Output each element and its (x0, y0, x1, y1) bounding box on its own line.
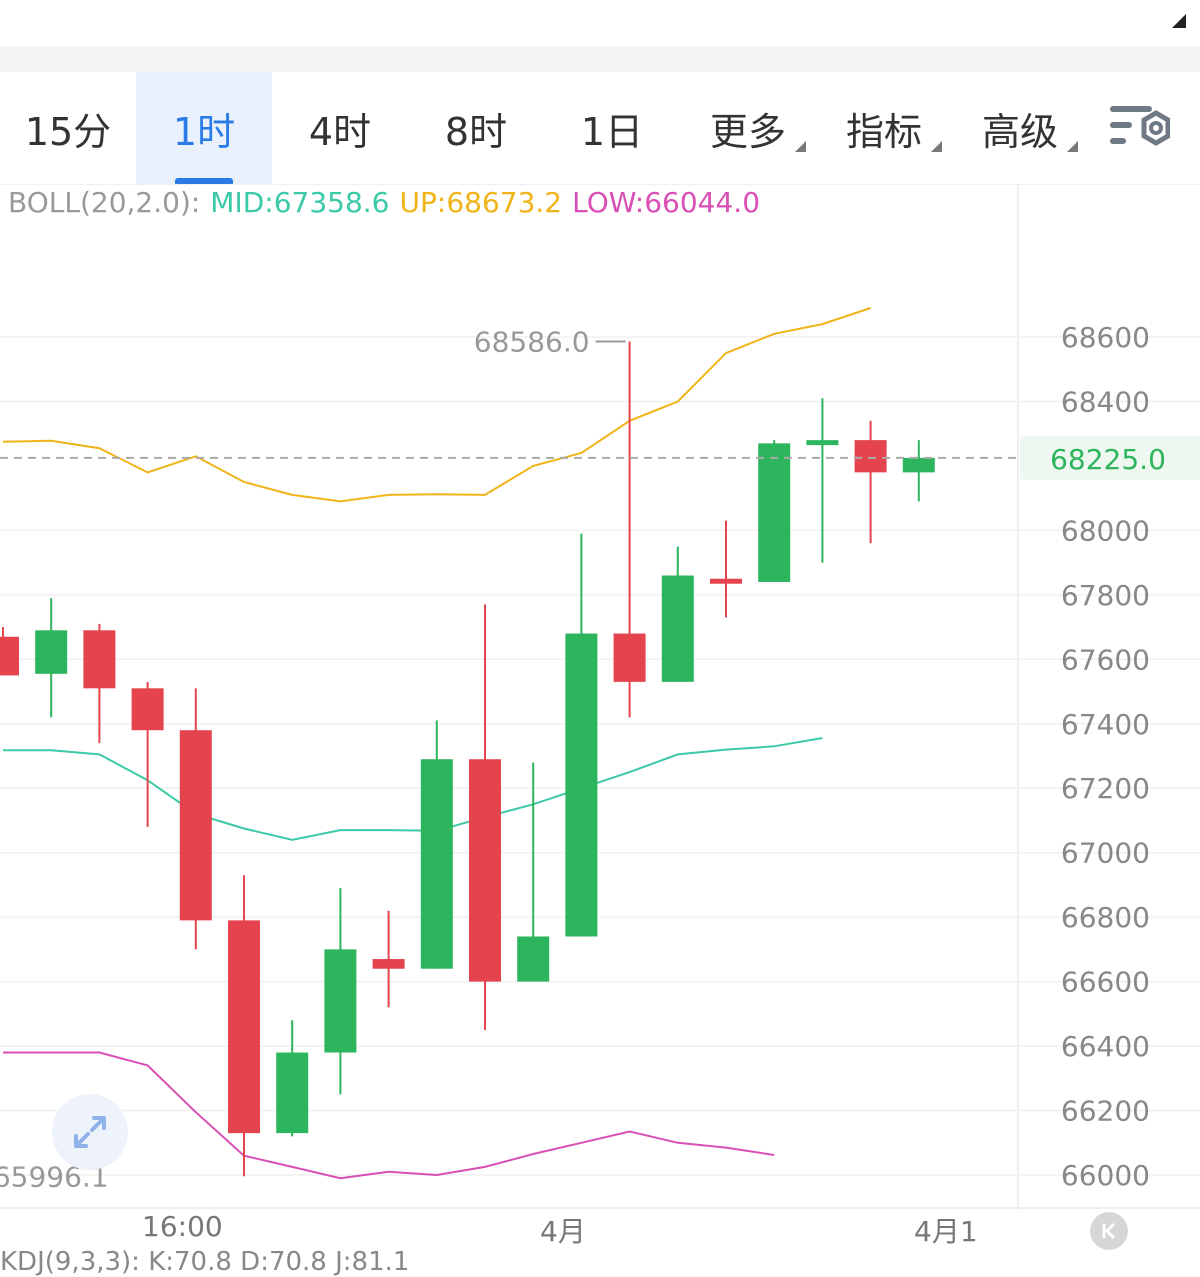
boll-mid: MID:67358.6 (210, 186, 390, 219)
fullscreen-button[interactable] (52, 1094, 128, 1170)
jump-to-start-icon (1102, 1222, 1116, 1240)
boll-upper-line (2, 307, 871, 503)
candle-body (517, 936, 550, 982)
tab-advanced[interactable]: 高级 (952, 72, 1088, 184)
chart-settings-button[interactable] (1108, 98, 1171, 158)
kdj-readout: KDJ(9,3,3): K:70.8 D:70.8 J:81.1 (0, 1247, 410, 1277)
tab-4h[interactable]: 4时 (272, 72, 408, 184)
tab-label: 1日 (580, 109, 644, 154)
candle-body (131, 688, 164, 731)
tab-1h[interactable]: 1时 (136, 72, 272, 184)
candle-body (0, 636, 19, 676)
jump-to-latest-button[interactable] (1090, 1212, 1128, 1250)
active-indicator (175, 178, 233, 184)
tab-label: 1时 (172, 109, 236, 154)
dropdown-triangle-icon (1067, 141, 1078, 152)
tab-more[interactable]: 更多 (680, 72, 816, 184)
x-tick-label: 4月1 (914, 1215, 978, 1248)
tab-indicators[interactable]: 指标 (816, 72, 952, 184)
boll-low: LOW:66044.0 (572, 186, 761, 219)
tab-label: 15分 (24, 109, 112, 154)
divider (0, 46, 1200, 72)
y-tick-label: 66000 (1061, 1159, 1150, 1192)
boll-up: UP:68673.2 (399, 186, 563, 219)
candle-body (35, 630, 68, 674)
candle-body (324, 949, 357, 1053)
chart-settings-icon (1110, 106, 1171, 146)
tab-label: 高级 (981, 109, 1058, 154)
tab-8h[interactable]: 8时 (408, 72, 544, 184)
current-price-label: 68225.0 (1050, 443, 1166, 476)
boll-readout: BOLL(20,2.0): MID:67358.6 UP:68673.2 LOW:66… (8, 186, 770, 219)
tab-1d[interactable]: 1日 (544, 72, 680, 184)
y-tick-label: 66200 (1061, 1095, 1150, 1128)
candle-body (179, 730, 212, 921)
y-tick-label: 66800 (1061, 901, 1150, 934)
candle-body (902, 457, 935, 473)
candle-body (83, 630, 116, 689)
tab-label: 指标 (845, 109, 922, 154)
current-price-badge (1020, 435, 1200, 480)
candle-body (758, 443, 791, 582)
x-tick-label: 4月 (540, 1215, 586, 1248)
y-tick-label: 68400 (1061, 385, 1150, 418)
dropdown-triangle-icon (795, 141, 806, 152)
signal-icon (1172, 14, 1186, 28)
candle-body (565, 633, 598, 937)
tab-label: 更多 (709, 109, 786, 154)
y-tick-label: 66600 (1061, 966, 1150, 999)
y-tick-label: 68000 (1061, 514, 1150, 547)
x-tick-label: 16:00 (142, 1210, 223, 1243)
tab-label: 4时 (308, 109, 372, 154)
candle-body (710, 578, 742, 584)
candle-body (420, 759, 453, 969)
boll-name: BOLL(20,2.0): (8, 186, 201, 219)
tab-15m[interactable]: 15分 (0, 72, 136, 184)
candle-body (228, 920, 260, 1134)
candlestick-chart[interactable]: 68600 68400 68000 67800 67600 67400 67200 67000… (0, 184, 1200, 1210)
candle-body (469, 759, 501, 982)
status-bar (0, 0, 1200, 46)
tab-label: 8时 (444, 109, 508, 154)
candle-body (276, 1052, 309, 1134)
high-marker-label: 68586.0 (474, 326, 590, 359)
candle-body (372, 959, 405, 969)
boll-mid-line (3, 737, 823, 841)
y-tick-label: 67000 (1061, 837, 1150, 870)
expand-icon (74, 1116, 106, 1148)
y-tick-label: 66400 (1061, 1030, 1150, 1063)
timeframe-tabs: 15分 1时 4时 8时 1日 更多 指标 高级 (0, 72, 1200, 185)
candle-body (613, 633, 646, 682)
y-tick-label: 67800 (1061, 579, 1150, 612)
candle-body (661, 575, 694, 682)
y-tick-label: 67600 (1061, 643, 1150, 676)
y-tick-label: 67200 (1061, 772, 1150, 805)
dropdown-triangle-icon (931, 141, 942, 152)
y-tick-label: 68600 (1061, 321, 1150, 354)
candle-body (854, 440, 887, 473)
y-tick-label: 67400 (1061, 708, 1150, 741)
candle-body (806, 440, 839, 446)
boll-lower-line (3, 1051, 775, 1180)
